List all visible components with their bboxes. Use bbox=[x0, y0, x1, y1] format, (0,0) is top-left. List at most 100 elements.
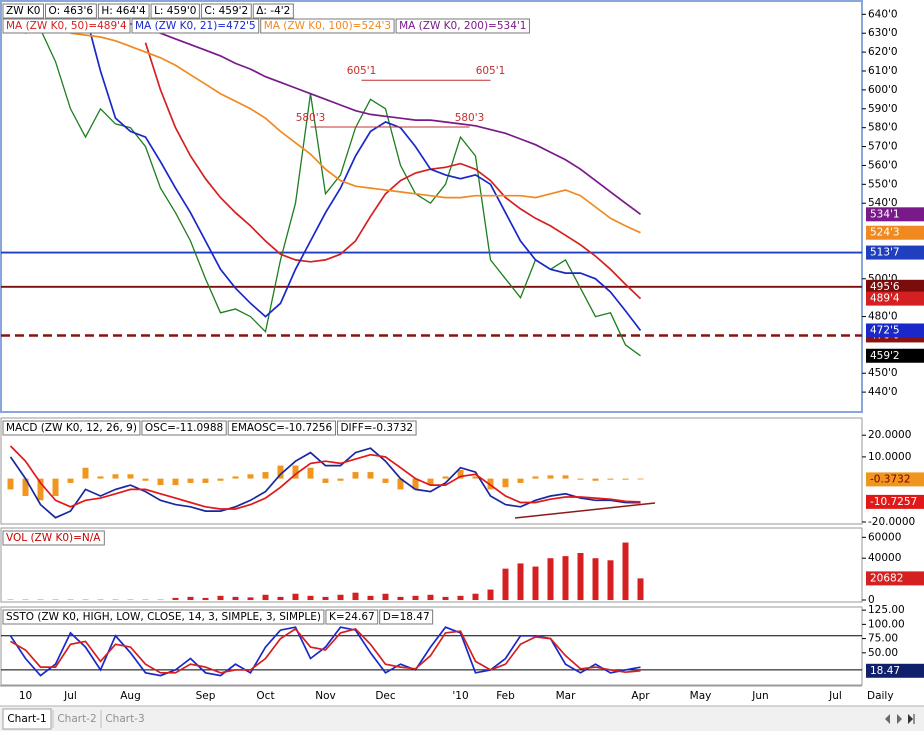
bar bbox=[52, 478, 59, 496]
bar bbox=[82, 599, 89, 600]
price-tag bbox=[866, 663, 924, 678]
series-line bbox=[10, 627, 641, 674]
bar bbox=[352, 592, 359, 600]
price-tag-label: 524'3 bbox=[870, 227, 900, 239]
annotation-label: 605'1 bbox=[347, 65, 377, 77]
y-tick-label: 610'0 bbox=[868, 65, 898, 77]
bar bbox=[67, 599, 74, 600]
price-tag bbox=[866, 571, 924, 586]
bar bbox=[622, 478, 629, 480]
plot-area bbox=[1, 626, 862, 677]
bar bbox=[427, 594, 434, 600]
header-item: O: 463'6 bbox=[48, 5, 93, 17]
header-item: MA (ZW K0, 200)=534'1 bbox=[399, 20, 526, 32]
bar bbox=[562, 475, 569, 479]
y-tick-label: 540'0 bbox=[868, 197, 898, 209]
bar bbox=[322, 478, 329, 483]
bar bbox=[112, 599, 119, 600]
header-box bbox=[200, 3, 252, 19]
header-box bbox=[150, 3, 200, 19]
header-box bbox=[2, 18, 131, 34]
bar bbox=[262, 472, 269, 479]
bar bbox=[142, 478, 149, 481]
price-tag bbox=[866, 291, 924, 306]
bar bbox=[247, 474, 254, 479]
y-tick-label: 480'0 bbox=[868, 311, 898, 323]
price-tag-label: 495'6 bbox=[870, 281, 900, 293]
bar bbox=[547, 558, 554, 600]
x-tick-label: '10 bbox=[452, 690, 468, 702]
scroll-right[interactable] bbox=[897, 714, 902, 724]
y-tick-label: 10.0000 bbox=[868, 451, 911, 463]
header-item: MA (ZW K0, 21)=472'5 bbox=[135, 20, 256, 32]
tab-active[interactable] bbox=[2, 708, 52, 730]
price-tag-label: 534'1 bbox=[870, 208, 900, 220]
bar bbox=[187, 478, 194, 483]
bar bbox=[37, 599, 44, 600]
header-item: SSTO (ZW K0, HIGH, LOW, CLOSE, 14, 3, SI… bbox=[6, 611, 321, 623]
scroll-left[interactable] bbox=[885, 714, 890, 724]
plot-area bbox=[7, 445, 644, 519]
header-item: MA (ZW K0, 100)=524'3 bbox=[264, 20, 391, 32]
bar bbox=[607, 560, 614, 600]
bar bbox=[367, 472, 374, 479]
tab-label[interactable]: Chart-2 bbox=[57, 713, 96, 725]
bar bbox=[472, 593, 479, 600]
y-tick-label: 40000 bbox=[868, 552, 901, 564]
bar bbox=[37, 478, 44, 501]
bar bbox=[22, 599, 29, 600]
y-tick-label: 560'0 bbox=[868, 159, 898, 171]
header-item: MACD (ZW K0, 12, 26, 9) bbox=[6, 422, 137, 434]
price-tag-label: 18.47 bbox=[870, 665, 900, 677]
bar bbox=[352, 472, 359, 479]
bar bbox=[487, 589, 494, 600]
header-box bbox=[131, 18, 260, 34]
series-line bbox=[9, 447, 641, 519]
bar bbox=[277, 596, 284, 600]
y-tick-label: 0 bbox=[868, 594, 875, 606]
bar bbox=[442, 476, 449, 479]
scroll-end[interactable] bbox=[908, 714, 913, 724]
bar bbox=[472, 476, 479, 479]
header-item: C: 459'2 bbox=[204, 5, 248, 17]
bar bbox=[382, 593, 389, 600]
tab-label[interactable]: Chart-1 bbox=[7, 713, 46, 725]
bar bbox=[67, 478, 74, 483]
bar bbox=[517, 563, 524, 600]
bar bbox=[202, 597, 209, 600]
bar bbox=[427, 478, 434, 486]
bar bbox=[502, 478, 509, 488]
x-tick-label: Jul bbox=[828, 690, 842, 702]
bar bbox=[412, 595, 419, 600]
bar bbox=[97, 476, 104, 479]
bar bbox=[157, 599, 164, 600]
bar bbox=[172, 478, 179, 486]
bar bbox=[292, 465, 299, 479]
x-tick-label: Aug bbox=[120, 690, 141, 702]
bar bbox=[127, 599, 134, 600]
bar bbox=[517, 478, 524, 483]
header-box bbox=[252, 3, 294, 19]
tab-label[interactable]: Chart-3 bbox=[105, 713, 144, 725]
bar bbox=[487, 478, 494, 490]
series-line bbox=[9, 626, 641, 677]
annotation-label: 605'1 bbox=[476, 65, 506, 77]
price-tag bbox=[866, 323, 924, 338]
y-tick-label: 580'0 bbox=[868, 122, 898, 134]
y-tick-label: 550'0 bbox=[868, 178, 898, 190]
y-tick-label: 620'0 bbox=[868, 46, 898, 58]
bar bbox=[112, 474, 119, 479]
bar bbox=[202, 478, 209, 483]
bar bbox=[577, 552, 584, 600]
header-box bbox=[227, 420, 336, 436]
bar bbox=[247, 597, 254, 600]
bar bbox=[382, 478, 389, 483]
annotation-label: 580'3 bbox=[455, 112, 485, 124]
x-tick-label: 10 bbox=[19, 690, 32, 702]
bar bbox=[337, 594, 344, 600]
x-tick-label: Dec bbox=[375, 690, 396, 702]
bar bbox=[442, 596, 449, 600]
